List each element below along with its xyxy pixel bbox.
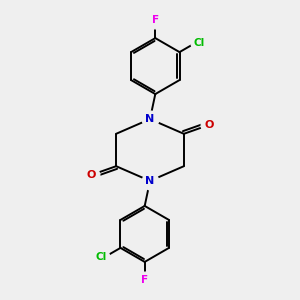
Text: Cl: Cl	[95, 252, 106, 262]
Text: O: O	[86, 170, 96, 180]
Text: Cl: Cl	[194, 38, 205, 48]
Text: O: O	[204, 120, 214, 130]
Text: N: N	[146, 114, 154, 124]
Text: F: F	[152, 15, 159, 26]
Text: N: N	[146, 176, 154, 186]
Text: F: F	[141, 274, 148, 285]
